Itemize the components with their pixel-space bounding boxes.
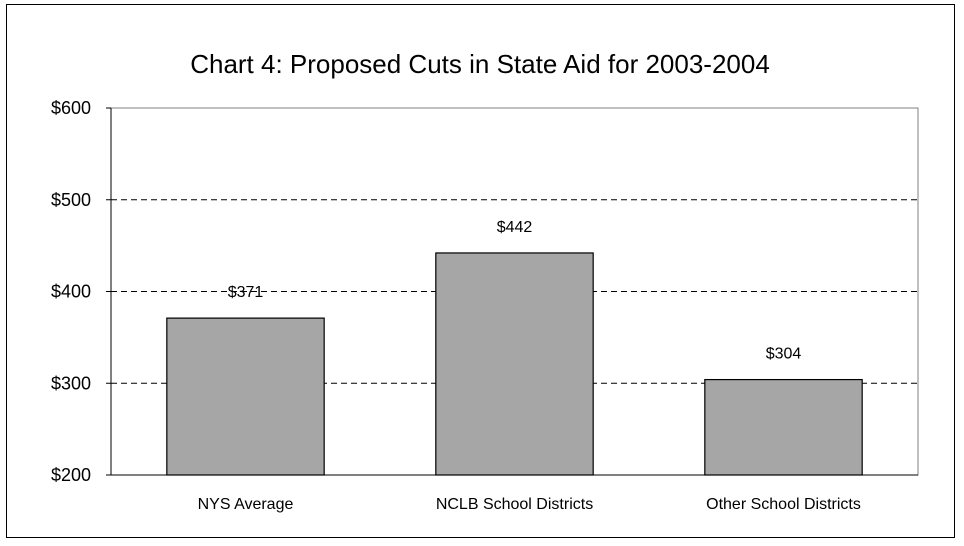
bar-value-label: $371 [228,284,264,301]
data-labels: $371 $442 $304 [228,219,802,363]
y-tick-label: $300 [51,373,91,393]
bar [435,252,594,476]
x-category-label: NYS Average [198,496,294,513]
bars-group [166,252,863,476]
chart-title: Chart 4: Proposed Cuts in State Aid for … [190,49,770,79]
bar-value-label: $442 [497,219,533,236]
y-tick-label: $500 [51,190,91,210]
y-tick-label: $400 [51,282,91,302]
x-category-label: NCLB School Districts [436,496,593,513]
y-tick-label: $200 [51,465,91,485]
x-axis-labels: NYS Average NCLB School Districts Other Sc… [198,496,861,513]
y-axis-ticks: $200 $300 $400 $500 $600 [51,98,111,485]
bar [166,317,325,476]
bar [704,378,863,476]
bar-value-label: $304 [766,346,802,363]
x-category-label: Other School Districts [706,496,861,513]
y-tick-label: $600 [51,98,91,118]
